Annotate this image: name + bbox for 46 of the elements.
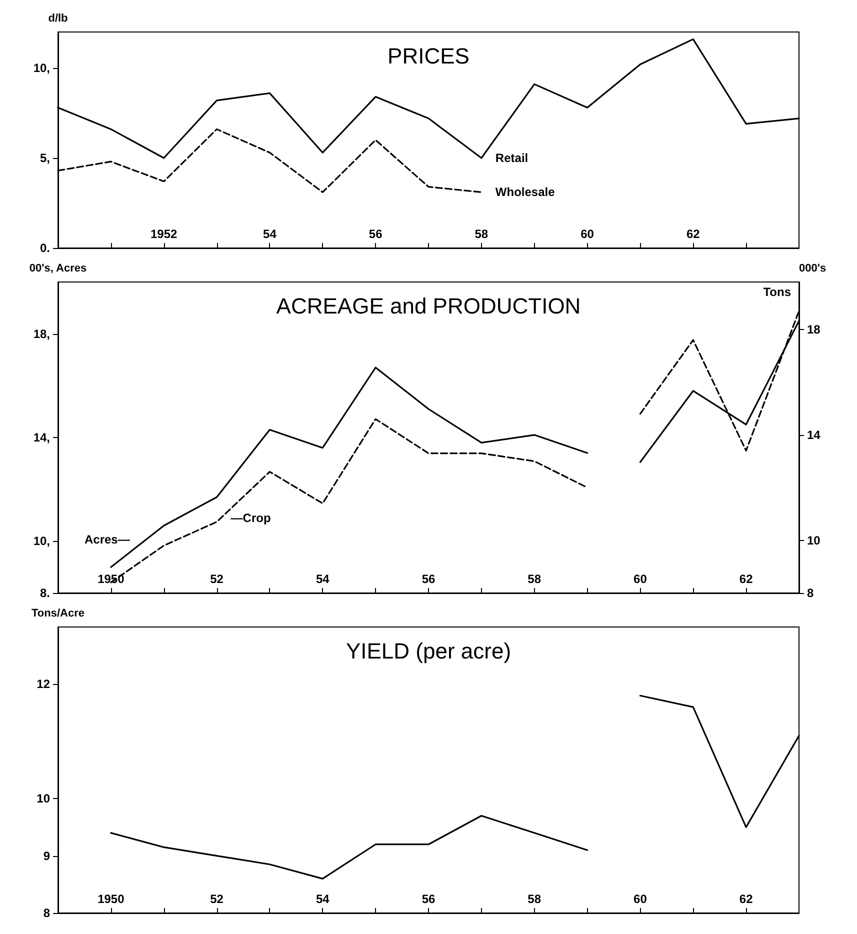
- x-tick-label: 58: [528, 892, 542, 906]
- y2-tick-label: 8: [807, 586, 814, 600]
- x-tick-label: 54: [316, 572, 330, 586]
- annotation: Tons: [763, 285, 792, 299]
- series-label: Acres—: [84, 532, 130, 547]
- y-tick-label: 9: [43, 848, 50, 863]
- x-tick-label: 58: [528, 572, 542, 586]
- x-tick-label: 60: [634, 572, 648, 586]
- x-tick-label: 58: [474, 227, 488, 241]
- series-label: Retail: [495, 151, 528, 165]
- series-label: —Crop: [230, 510, 271, 525]
- y2-tick-label: 18: [807, 322, 821, 336]
- x-tick-label: 56: [422, 892, 436, 906]
- x-tick-label: 52: [210, 572, 224, 586]
- x-tick-label: 56: [368, 227, 383, 241]
- y-axis-title: Tons/Acre: [32, 608, 84, 620]
- y-tick-label: 14,: [33, 430, 50, 444]
- y2-tick-label: 10: [807, 533, 821, 548]
- y-tick-label: 10,: [33, 61, 50, 75]
- x-tick-label: 62: [739, 572, 754, 586]
- text: ACREAGE and PRODUCTION: [276, 294, 581, 318]
- x-tick-label: 62: [739, 892, 754, 906]
- x-tick-label: 62: [686, 227, 700, 241]
- x-tick-label: 56: [422, 572, 436, 586]
- y-tick-label: 5,: [40, 151, 50, 165]
- x-tick-label: 54: [316, 892, 330, 906]
- text: PRICES: [388, 44, 470, 68]
- y-tick-label: 10: [36, 792, 50, 806]
- y-axis-title: 00's, Acres: [29, 262, 87, 274]
- y-tick-label: 8: [43, 906, 50, 920]
- y2-tick-label: 14: [807, 428, 821, 442]
- x-tick-label: 60: [580, 227, 594, 241]
- y-tick-label: 12: [36, 677, 50, 692]
- text: YIELD (per acre): [346, 638, 512, 664]
- y-tick-label: 8.: [40, 586, 50, 600]
- y2-axis-title: 000's: [799, 262, 826, 274]
- y-axis-title: d/lb: [48, 12, 68, 24]
- x-tick-label: 1950: [98, 892, 125, 906]
- y-tick-label: 0.: [40, 241, 50, 255]
- series-label: Wholesale: [495, 185, 556, 200]
- x-tick-label: 1952: [150, 227, 178, 241]
- x-tick-label: 52: [210, 892, 224, 906]
- y-tick-label: 18,: [33, 326, 50, 341]
- y-tick-label: 10,: [33, 534, 50, 548]
- x-tick-label: 60: [634, 892, 648, 906]
- x-tick-label: 54: [263, 227, 277, 241]
